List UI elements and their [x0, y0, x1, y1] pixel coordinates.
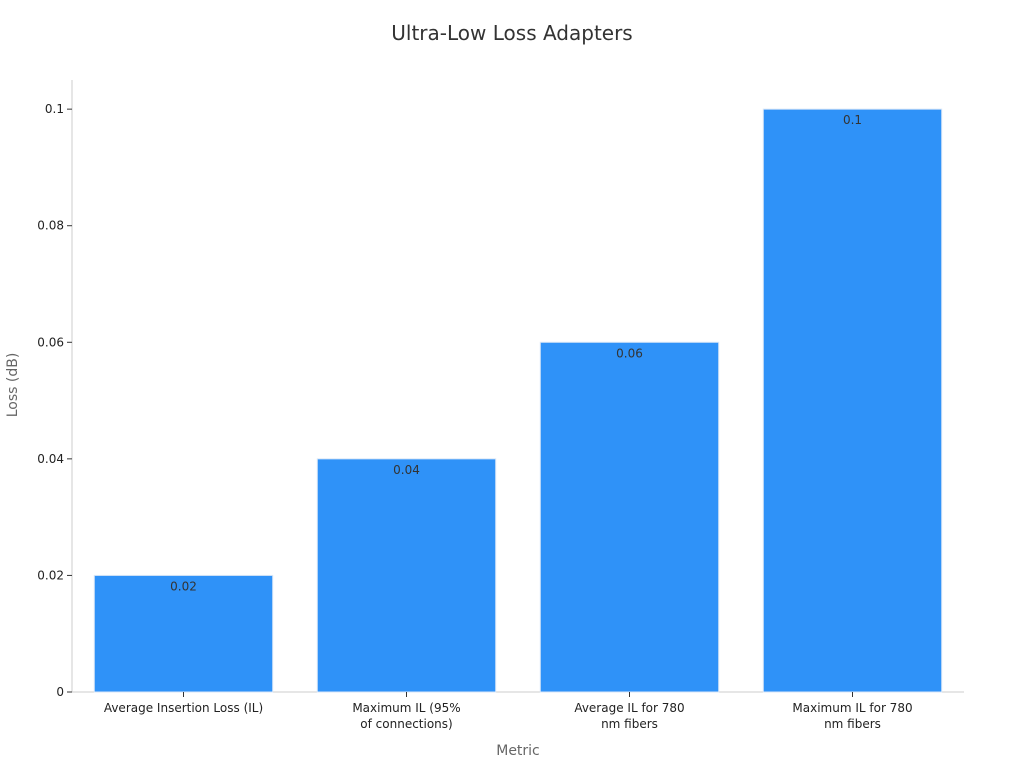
bar-value-label: 0.04 — [393, 463, 420, 477]
y-axis-ticks: 0 0.02 0.04 0.06 0.08 0.1 — [37, 102, 72, 699]
bar-value-label: 0.02 — [170, 579, 197, 593]
y-tick-label: 0.06 — [37, 335, 64, 349]
x-category-label: Maximum IL for 780 nm fibers — [792, 701, 912, 731]
bar — [762, 108, 943, 693]
x-category-label: Average Insertion Loss (IL) — [104, 701, 263, 715]
x-axis-title: Metric — [496, 743, 540, 759]
y-tick-label: 0.04 — [37, 452, 64, 466]
y-tick-label: 0 — [56, 685, 64, 699]
y-tick-label: 0.08 — [37, 219, 64, 233]
bars-group — [93, 108, 943, 693]
chart-title: Ultra-Low Loss Adapters — [391, 21, 632, 45]
y-tick-label: 0.02 — [37, 568, 64, 582]
bar — [539, 341, 720, 693]
data-labels-group: 0.02 0.04 0.06 0.1 — [170, 113, 862, 593]
x-category-label: Maximum IL (95% of connections) — [352, 701, 460, 731]
y-tick-label: 0.1 — [45, 102, 64, 116]
x-axis-ticks: Average Insertion Loss (IL) Maximum IL (9… — [104, 692, 913, 731]
y-axis-title: Loss (dB) — [5, 353, 21, 418]
bar-value-label: 0.06 — [616, 346, 643, 360]
bar — [316, 458, 497, 693]
bar — [93, 574, 274, 693]
x-category-label: Average IL for 780 nm fibers — [574, 701, 684, 731]
bar-value-label: 0.1 — [843, 113, 862, 127]
